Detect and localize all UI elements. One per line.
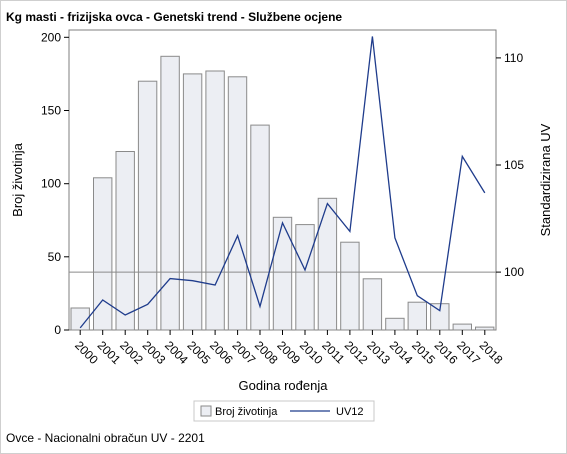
- y2-axis-label: Standardizirana UV: [538, 123, 553, 236]
- x-tick-label: 2006: [207, 338, 236, 367]
- chart-title: Kg masti - frizijska ovca - Genetski tre…: [6, 10, 343, 24]
- y-tick-label: 150: [41, 104, 61, 118]
- x-tick-label: 2018: [477, 338, 506, 367]
- x-tick-label: 2001: [95, 338, 124, 367]
- x-tick-label: 2017: [454, 338, 483, 367]
- bar-2014: [385, 317, 405, 331]
- line-uv12: [79, 36, 486, 329]
- x-tick-label: 2008: [252, 338, 281, 367]
- bar-2015: [407, 301, 428, 331]
- bar-2002: [115, 151, 135, 331]
- y-tick-label: 200: [41, 30, 61, 44]
- x-tick-label: 2000: [72, 338, 101, 367]
- x-tick-label: 2014: [387, 338, 416, 367]
- x-tick-label: 2012: [342, 338, 371, 367]
- y2-tick-label: 100: [504, 265, 524, 279]
- x-tick-label: 2007: [229, 338, 258, 367]
- bar-2006: [205, 70, 225, 331]
- x-tick-label: 2013: [364, 338, 393, 367]
- legend-label-bars: Broj životinja: [215, 406, 278, 418]
- legend-swatch-bars: [200, 405, 212, 417]
- x-tick-label: 2003: [140, 338, 169, 367]
- bar-2011: [317, 197, 338, 331]
- x-tick-label: 2002: [117, 338, 146, 367]
- y-tick-label: 50: [48, 250, 62, 264]
- bar-2004: [160, 55, 180, 331]
- y2-tick-label: 110: [504, 51, 523, 65]
- x-tick-label: 2004: [162, 338, 191, 367]
- bar-2009: [272, 216, 293, 331]
- bar-2010: [295, 224, 315, 331]
- x-tick-label: 2015: [409, 338, 438, 367]
- x-tick-label: 2010: [297, 338, 326, 367]
- x-tick-label: 2016: [432, 338, 461, 367]
- legend: Broj životinja UV12: [193, 400, 375, 422]
- footnote: Ovce - Nacionalni obračun UV - 2201: [6, 431, 205, 445]
- y-tick-label: 100: [41, 177, 61, 191]
- bar-2008: [250, 124, 270, 331]
- bar-2005: [182, 73, 203, 331]
- legend-label-line: UV12: [336, 406, 364, 418]
- y-tick-label: 0: [54, 323, 61, 337]
- bar-2003: [137, 80, 158, 331]
- x-tick-label: 2005: [184, 338, 213, 367]
- y-axis-label: Broj životinja: [10, 142, 25, 216]
- bar-2017: [452, 323, 473, 331]
- bar-2012: [340, 241, 360, 331]
- x-axis-label: Godina rođenja: [239, 378, 329, 393]
- legend-frame: [193, 400, 375, 422]
- bar-2013: [362, 278, 383, 331]
- bar-2007: [227, 76, 248, 331]
- x-tick-label: 2011: [319, 338, 347, 366]
- bar-2018: [475, 326, 495, 331]
- x-tick-label: 2009: [274, 338, 303, 367]
- y2-tick-label: 105: [504, 158, 524, 172]
